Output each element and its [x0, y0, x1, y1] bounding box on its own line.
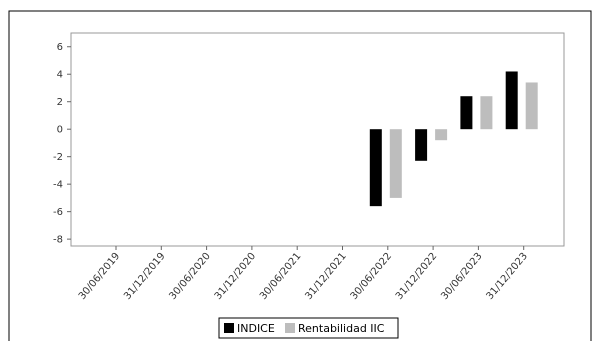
y-tick-label: 4 [57, 70, 63, 81]
x-tick-label: 31/12/2020 [213, 251, 258, 302]
y-tick-label: -6 [53, 207, 63, 218]
outer-border [8, 10, 592, 341]
x-tick-label: 31/12/2023 [485, 251, 530, 302]
x-tick-label: 30/06/2021 [258, 251, 303, 302]
bar-indice [505, 71, 518, 130]
bars-group [369, 71, 538, 207]
bar-rentabilidad [435, 129, 448, 141]
legend-label-indice: INDICE [237, 322, 275, 335]
x-tick-label: 31/12/2019 [122, 251, 167, 302]
y-tick-label: -8 [53, 235, 63, 246]
legend-swatch-indice [224, 323, 234, 333]
x-tick-label: 30/06/2019 [77, 251, 122, 302]
x-axis: 30/06/2019 31/12/2019 30/06/2020 31/12/2020… [77, 246, 530, 302]
bar-indice [460, 96, 473, 130]
plot-area [70, 32, 565, 247]
y-tick-label: -2 [53, 152, 63, 163]
y-tick-label: 2 [57, 97, 63, 108]
legend: INDICE Rentabilidad IIC [218, 317, 399, 339]
legend-box [218, 317, 399, 339]
bar-indice [369, 129, 382, 207]
x-tick-label: 31/12/2021 [303, 251, 348, 302]
x-tick-label: 31/12/2022 [394, 251, 439, 302]
y-axis: 6 4 2 0 -2 -4 -6 -8 [53, 42, 71, 246]
x-tick-label: 30/06/2020 [167, 251, 212, 302]
x-tick-label: 30/06/2023 [439, 251, 484, 302]
bar-rentabilidad [389, 129, 402, 198]
legend-swatch-rentabilidad [285, 323, 295, 333]
legend-label-rentabilidad: Rentabilidad IIC [298, 322, 385, 335]
y-tick-label: 0 [57, 125, 63, 136]
bar-rentabilidad [525, 82, 538, 130]
y-tick-label: 6 [57, 42, 63, 53]
bar-indice [415, 129, 428, 161]
bar-rentabilidad [480, 96, 493, 130]
y-tick-label: -4 [53, 180, 63, 191]
x-tick-label: 30/06/2022 [349, 251, 394, 302]
